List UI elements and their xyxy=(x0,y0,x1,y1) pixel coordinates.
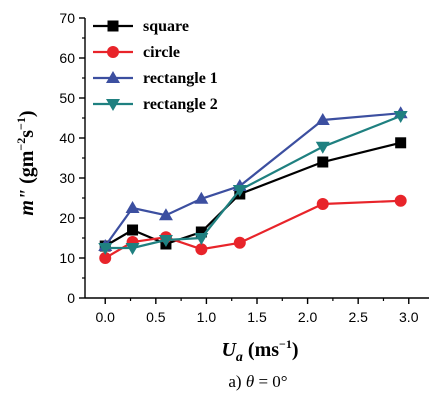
data-point xyxy=(99,252,112,264)
data-point xyxy=(195,226,207,238)
series-circle xyxy=(99,194,407,264)
x-tick-label: 3.0 xyxy=(399,309,419,325)
data-point xyxy=(194,233,209,245)
series-line xyxy=(105,114,402,250)
legend-marker xyxy=(106,99,120,111)
y-tick-label: 50 xyxy=(59,90,75,106)
axes: 0 10 20 30 40 50 60 70 0.0 0.5 1.0 1.5 2.0 2.5 3.0 xyxy=(59,10,429,325)
x-tick-label: 1.0 xyxy=(197,309,217,325)
data-point xyxy=(315,113,330,125)
data-point xyxy=(195,243,208,256)
y-tick-label: 30 xyxy=(59,170,75,186)
legend-label: rectangle 2 xyxy=(143,96,218,113)
data-point xyxy=(316,198,329,210)
legend-item: circle xyxy=(93,44,180,61)
y-tick-label: 20 xyxy=(59,210,75,226)
data-point xyxy=(125,243,140,255)
data-point xyxy=(125,201,140,213)
legend-item: rectangle 2 xyxy=(93,96,218,113)
legend-item: rectangle 1 xyxy=(93,70,218,87)
legend: square circle rectangle 1 rectangle 2 xyxy=(93,18,218,113)
data-point xyxy=(158,208,173,221)
y-tick-label: 0 xyxy=(67,290,75,306)
data-point xyxy=(98,243,113,255)
data-point xyxy=(158,235,173,247)
y-axis-title: m" (gm−2s−1) xyxy=(14,110,38,215)
series-line xyxy=(104,141,401,247)
legend-label: rectangle 1 xyxy=(143,70,218,87)
y-tick-label: 60 xyxy=(59,50,75,66)
series-rectangle-2 xyxy=(98,111,408,255)
legend-marker xyxy=(107,20,119,32)
series-line xyxy=(104,199,401,259)
x-tick-label: 0.5 xyxy=(146,309,166,325)
series-rectangle-1 xyxy=(98,106,408,251)
y-tick-label: 10 xyxy=(59,250,75,266)
x-tick-label: 0.0 xyxy=(96,309,116,325)
series-layer xyxy=(98,106,408,264)
y-tick-label: 70 xyxy=(59,10,75,26)
data-point xyxy=(233,236,246,249)
x-axis-title: Ua (ms−1) xyxy=(221,337,298,365)
y-tick-label: 40 xyxy=(59,130,75,146)
data-point xyxy=(394,194,407,207)
legend-item: square xyxy=(93,18,189,35)
data-point xyxy=(317,156,329,168)
legend-label: circle xyxy=(143,44,180,61)
series-square xyxy=(99,137,407,252)
data-point xyxy=(194,191,209,204)
legend-marker xyxy=(106,71,120,83)
figure-caption: a) θ = 0° xyxy=(228,372,287,391)
data-point xyxy=(393,111,408,123)
x-tick-label: 1.5 xyxy=(247,309,267,325)
data-point xyxy=(315,141,330,154)
legend-label: square xyxy=(143,18,189,35)
data-point xyxy=(395,137,407,149)
data-point xyxy=(232,185,247,197)
legend-marker xyxy=(107,46,119,58)
x-tick-label: 2.5 xyxy=(348,309,368,325)
data-point xyxy=(127,224,139,236)
x-tick-label: 2.0 xyxy=(298,309,318,325)
